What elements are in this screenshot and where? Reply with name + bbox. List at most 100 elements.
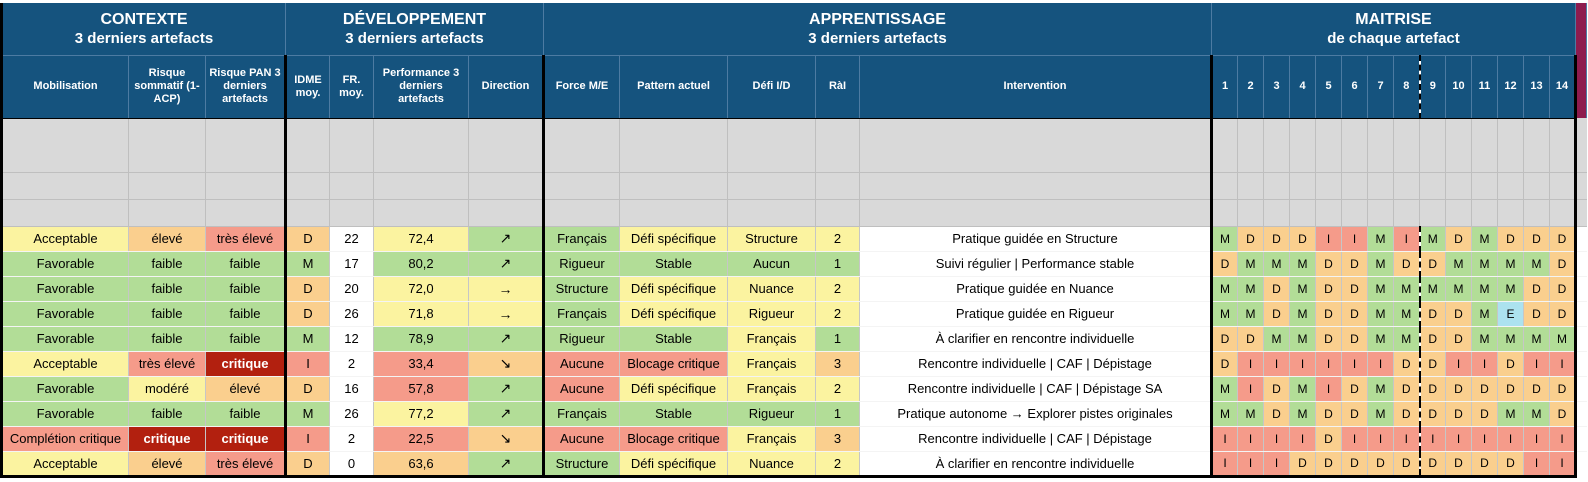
cell-rai[interactable]: 1 (815, 401, 860, 427)
empty-cell[interactable] (543, 199, 620, 227)
maitrise-cell[interactable]: D (1497, 226, 1524, 252)
cell-force[interactable]: Rigueur (543, 326, 620, 352)
cell-performance[interactable]: 57,8 (373, 376, 469, 402)
empty-cell[interactable] (1237, 172, 1264, 200)
col-header-maitrise-1[interactable]: 1 (1211, 55, 1238, 119)
maitrise-cell[interactable]: I (1367, 351, 1394, 377)
cell-direction[interactable]: ↗ (468, 401, 545, 427)
cell-pattern[interactable]: Défi spécifique (619, 376, 728, 402)
maitrise-cell[interactable]: D (1549, 226, 1577, 252)
maitrise-cell[interactable]: M (1237, 276, 1264, 302)
col-header-maitrise-9[interactable]: 9 (1419, 55, 1446, 119)
maitrise-cell[interactable]: I (1237, 451, 1264, 478)
empty-cell[interactable] (1549, 118, 1577, 173)
col-header-mobilisation[interactable]: Mobilisation (1, 55, 129, 119)
maitrise-cell[interactable]: M (1367, 376, 1394, 402)
maitrise-cell[interactable]: D (1211, 251, 1238, 277)
maitrise-cell[interactable]: D (1549, 276, 1577, 302)
maitrise-cell[interactable]: M (1393, 276, 1421, 302)
maitrise-cell[interactable]: M (1523, 326, 1550, 352)
maitrise-cell[interactable]: M (1211, 376, 1238, 402)
maitrise-cell[interactable]: M (1419, 276, 1446, 302)
cell-rai[interactable]: 2 (815, 276, 860, 302)
cell-risque_pan[interactable]: faible (205, 326, 287, 352)
empty-cell[interactable] (285, 199, 330, 227)
maitrise-cell[interactable]: M (1549, 326, 1577, 352)
cell-performance[interactable]: 22,5 (373, 426, 469, 452)
col-header-risque_sommatif[interactable]: Risque sommatif (1-ACP) (128, 55, 206, 119)
cell-force[interactable]: Structure (543, 451, 620, 478)
maitrise-cell[interactable]: I (1211, 451, 1238, 478)
cell-idme[interactable]: M (285, 401, 330, 427)
cell-mobilisation[interactable]: Acceptable (1, 451, 129, 478)
cell-pattern[interactable]: Blocage critique (619, 426, 728, 452)
maitrise-cell[interactable]: D (1315, 426, 1342, 452)
empty-cell[interactable] (1341, 118, 1368, 173)
maitrise-cell[interactable]: M (1367, 276, 1394, 302)
maitrise-cell[interactable]: I (1471, 351, 1498, 377)
cell-fr[interactable]: 2 (329, 351, 374, 377)
col-header-maitrise-7[interactable]: 7 (1367, 55, 1394, 119)
col-header-maitrise-12[interactable]: 12 (1497, 55, 1524, 119)
cell-intervention[interactable]: À clarifier en rencontre individuelle (859, 451, 1213, 478)
maitrise-cell[interactable]: D (1419, 251, 1446, 277)
maitrise-cell[interactable]: M (1367, 251, 1394, 277)
cell-rai[interactable]: 2 (815, 376, 860, 402)
cell-defi[interactable]: Structure (727, 226, 816, 252)
maitrise-cell[interactable]: M (1367, 326, 1394, 352)
maitrise-cell[interactable]: I (1419, 426, 1446, 452)
col-header-pattern[interactable]: Pattern actuel (619, 55, 728, 119)
cell-risque_sommatif[interactable]: critique (128, 426, 206, 452)
maitrise-cell[interactable]: D (1549, 301, 1577, 327)
cell-defi[interactable]: Français (727, 351, 816, 377)
cell-defi[interactable]: Aucun (727, 251, 816, 277)
cell-mobilisation[interactable]: Complétion critique (1, 426, 129, 452)
maitrise-cell[interactable]: D (1263, 226, 1290, 252)
cell-risque_sommatif[interactable]: faible (128, 301, 206, 327)
maitrise-cell[interactable]: D (1341, 326, 1368, 352)
empty-cell[interactable] (128, 199, 206, 227)
maitrise-cell[interactable]: D (1419, 326, 1446, 352)
empty-cell[interactable] (727, 199, 816, 227)
cell-performance[interactable]: 72,4 (373, 226, 469, 252)
cell-defi[interactable]: Nuance (727, 276, 816, 302)
cell-fr[interactable]: 26 (329, 401, 374, 427)
cell-risque_sommatif[interactable]: élevé (128, 226, 206, 252)
cell-defi[interactable]: Rigueur (727, 401, 816, 427)
maitrise-cell[interactable]: M (1211, 301, 1238, 327)
cell-pattern[interactable]: Défi spécifique (619, 276, 728, 302)
maitrise-cell[interactable]: M (1523, 251, 1550, 277)
maitrise-cell[interactable]: M (1471, 226, 1498, 252)
cell-pattern[interactable]: Blocage critique (619, 351, 728, 377)
maitrise-cell[interactable]: I (1315, 351, 1342, 377)
maitrise-cell[interactable]: I (1237, 351, 1264, 377)
cell-pattern[interactable]: Défi spécifique (619, 226, 728, 252)
maitrise-cell[interactable]: M (1289, 276, 1316, 302)
cell-intervention[interactable]: Pratique guidée en Rigueur (859, 301, 1213, 327)
cell-rai[interactable]: 2 (815, 301, 860, 327)
cell-intervention[interactable]: Rencontre individuelle | CAF | Dépistage… (859, 376, 1213, 402)
maitrise-cell[interactable]: D (1211, 351, 1238, 377)
empty-cell[interactable] (373, 199, 469, 227)
col-header-maitrise-3[interactable]: 3 (1263, 55, 1290, 119)
maitrise-cell[interactable]: D (1237, 326, 1264, 352)
col-header-maitrise-11[interactable]: 11 (1471, 55, 1498, 119)
maitrise-cell[interactable]: D (1263, 301, 1290, 327)
cell-force[interactable]: Rigueur (543, 251, 620, 277)
col-header-intervention[interactable]: Intervention (859, 55, 1213, 119)
cell-risque_sommatif[interactable]: faible (128, 276, 206, 302)
maitrise-cell[interactable]: M (1263, 251, 1290, 277)
maitrise-cell[interactable]: M (1497, 326, 1524, 352)
maitrise-cell[interactable]: M (1471, 251, 1498, 277)
maitrise-cell[interactable]: I (1341, 351, 1368, 377)
cell-mobilisation[interactable]: Favorable (1, 251, 129, 277)
empty-cell[interactable] (1367, 172, 1394, 200)
cell-intervention[interactable]: Pratique guidée en Structure (859, 226, 1213, 252)
cell-direction[interactable]: ↘ (468, 351, 545, 377)
cell-risque_pan[interactable]: faible (205, 301, 287, 327)
maitrise-cell[interactable]: M (1367, 226, 1394, 252)
cell-rai[interactable]: 2 (815, 226, 860, 252)
maitrise-cell[interactable]: I (1237, 376, 1264, 402)
cell-fr[interactable]: 26 (329, 301, 374, 327)
cell-fr[interactable]: 22 (329, 226, 374, 252)
